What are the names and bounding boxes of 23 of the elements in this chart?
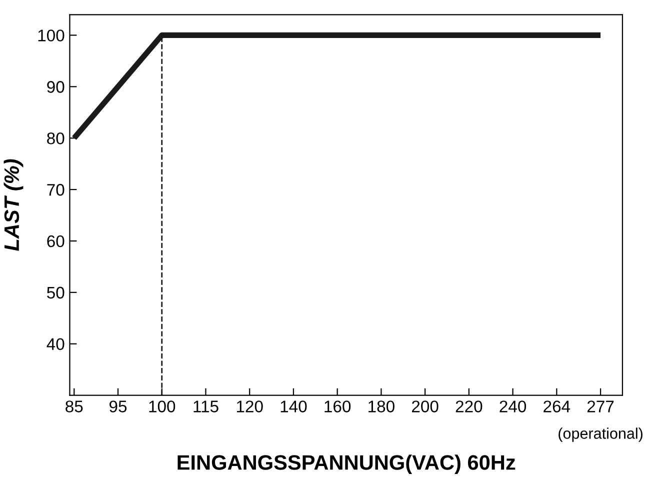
y-axis-title: LAST (%) — [4, 159, 24, 251]
x-tick-label: 264 — [544, 400, 570, 412]
text: (operational) — [558, 428, 642, 442]
x-tick-label: 240 — [500, 400, 526, 412]
x-tick-label: 100 — [149, 400, 176, 412]
x-tick-label: 180 — [368, 400, 394, 412]
x-axis-title: EINGANGSSPANNUNG(VAC) 60Hz — [178, 454, 516, 474]
x-tick-label: 277 — [587, 400, 614, 412]
y-tick-label: 80 — [47, 132, 64, 144]
x-tick-label: 115 — [194, 400, 218, 412]
y-tick-label: 50 — [47, 286, 64, 299]
y-tick-label: 60 — [47, 235, 64, 248]
x-tick-label: 220 — [456, 400, 482, 412]
y-tick-label: 70 — [47, 184, 64, 196]
x-tick-label: 200 — [412, 400, 438, 412]
x-tick-label: 120 — [236, 400, 263, 412]
y-tick-label: 40 — [46, 338, 64, 350]
y-tick-label: 100 — [38, 30, 64, 42]
x-tick-label: 160 — [324, 400, 351, 412]
y-tick-label: 90 — [47, 81, 64, 93]
x-tick-label: 85 — [66, 400, 83, 412]
x-tick-label: 95 — [110, 400, 127, 412]
x-tick-label: 140 — [280, 400, 307, 412]
